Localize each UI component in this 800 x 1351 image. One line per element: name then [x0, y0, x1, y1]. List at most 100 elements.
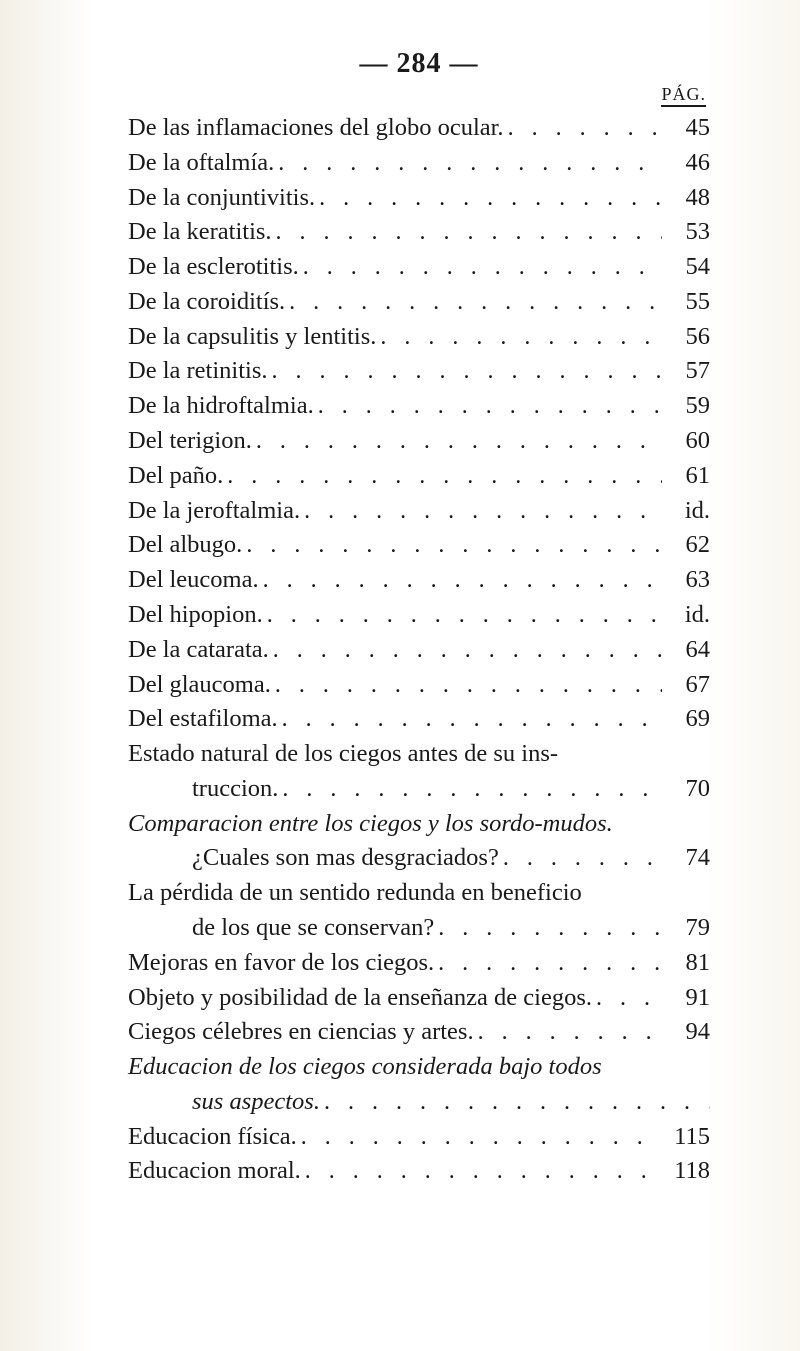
toc-entry-page: 45	[662, 111, 710, 146]
toc-entry-label: Del glaucoma.	[128, 668, 271, 703]
toc-entry-label: Del paño.	[128, 459, 223, 494]
toc-leader-dots: . . . . . . . . . . . . . . . . . . . . …	[434, 911, 662, 945]
toc-entry-label: De la oftalmía.	[128, 146, 274, 181]
toc-entry: sus aspectos.. . . . . . . . . . . . . .…	[128, 1085, 710, 1120]
toc-leader-dots: . . . . . . . . . . . . . . . . . . . . …	[315, 181, 662, 215]
toc-entry: De la jeroftalmia.. . . . . . . . . . . …	[128, 494, 710, 529]
toc-leader-dots: . . . . . . . . . . . . . . . . . . . . …	[278, 702, 662, 736]
toc-entry: De la esclerotitis.. . . . . . . . . . .…	[128, 250, 710, 285]
toc-entry-label: De la retinitis.	[128, 354, 267, 389]
pag-column-header: PÁG.	[661, 84, 706, 107]
toc-entry-label: Objeto y posibilidad de la enseñanza de …	[128, 981, 592, 1016]
toc-entry-label: truccion.	[128, 772, 278, 807]
toc-entry-page: 62	[662, 528, 710, 563]
toc-entry-page: 48	[662, 181, 710, 216]
toc-leader-dots: . . . . . . . . . . . . . . . . . . . . …	[301, 1154, 662, 1188]
toc-leader-dots: . . . . . . . . . . . . . . . . . . . . …	[271, 668, 662, 702]
toc-entry: De la conjuntivitis.. . . . . . . . . . …	[128, 181, 710, 216]
toc-leader-dots: . . . . . . . . . . . . . . . . . . . . …	[272, 215, 662, 249]
toc-entry-label: de los que se conservan?	[128, 911, 434, 946]
toc-entry-page: 55	[662, 285, 710, 320]
toc-entry: De las inflamaciones del globo ocular.. …	[128, 111, 710, 146]
toc-entry: Del paño.. . . . . . . . . . . . . . . .…	[128, 459, 710, 494]
toc-entry-page: 61	[662, 459, 710, 494]
toc-entry-page: 115	[662, 1120, 710, 1155]
toc-leader-dots: . . . . . . . . . . . . . . . . . . . . …	[269, 633, 662, 667]
toc-leader-dots: . . . . . . . . . . . . . . . . . . . . …	[300, 494, 662, 528]
toc-entry-label: Educacion moral.	[128, 1154, 301, 1189]
toc-leader-dots: . . . . . . . . . . . . . . . . . . . . …	[242, 528, 662, 562]
toc-entry: truccion.. . . . . . . . . . . . . . . .…	[128, 772, 710, 807]
toc-entry-label: De la esclerotitis.	[128, 250, 299, 285]
toc-entry-label: sus aspectos.	[128, 1085, 320, 1120]
toc-entry-label: De la hidroftalmia.	[128, 389, 314, 424]
toc-entry: Mejoras en favor de los ciegos.. . . . .…	[128, 946, 710, 981]
toc-leader-dots: . . . . . . . . . . . . . . . . . . . . …	[320, 1085, 710, 1119]
toc-entry: Educacion moral.. . . . . . . . . . . . …	[128, 1154, 710, 1189]
toc-entry: De la catarata.. . . . . . . . . . . . .…	[128, 633, 710, 668]
toc-entry-page: 46	[662, 146, 710, 181]
toc-entry: De la capsulitis y lentitis.. . . . . . …	[128, 320, 710, 355]
toc-entry-page: 94	[662, 1015, 710, 1050]
toc-entry: Del hipopion.. . . . . . . . . . . . . .…	[128, 598, 710, 633]
toc-entry-page: 67	[662, 668, 710, 703]
toc-entry: De la hidroftalmia.. . . . . . . . . . .…	[128, 389, 710, 424]
toc-entries: De las inflamaciones del globo ocular. . …	[128, 111, 710, 1189]
toc-entry-label: De la capsulitis y lentitis.	[128, 320, 376, 355]
toc-entry-page: 56	[662, 320, 710, 355]
toc-entry: Del terigion.. . . . . . . . . . . . . .…	[128, 424, 710, 459]
toc-entry-label: Del albugo.	[128, 528, 242, 563]
toc-entry: La pérdida de un sentido redunda en bene…	[128, 876, 710, 911]
toc-entry-label: Mejoras en favor de los ciegos.	[128, 946, 434, 981]
toc-entry-label: Ciegos célebres en ciencias y artes.	[128, 1015, 474, 1050]
toc-entry: De la oftalmía.. . . . . . . . . . . . .…	[128, 146, 710, 181]
toc-entry-label: De la conjuntivitis.	[128, 181, 315, 216]
toc-entry: Del estafiloma.. . . . . . . . . . . . .…	[128, 702, 710, 737]
toc-leader-dots: . . . . . . . . . . . . . . . . . . . . …	[592, 981, 662, 1015]
toc-leader-dots: . . . . . . . . . . . . . . . . . . . . …	[314, 389, 662, 423]
toc-entry-page: 64	[662, 633, 710, 668]
toc-entry: Del leucoma.. . . . . . . . . . . . . . …	[128, 563, 710, 598]
toc-entry: Objeto y posibilidad de la enseñanza de …	[128, 981, 710, 1016]
toc-entry-page: 70	[662, 772, 710, 807]
toc-entry: De la keratitis.. . . . . . . . . . . . …	[128, 215, 710, 250]
toc-entry: ¿Cuales son mas desgraciados?. . . . . .…	[128, 841, 710, 876]
toc-entry: Educacion física.. . . . . . . . . . . .…	[128, 1120, 710, 1155]
toc-entry-label: Estado natural de los ciegos antes de su…	[128, 737, 558, 772]
toc-entry-label: Del hipopion.	[128, 598, 263, 633]
toc-entry-label: Del leucoma.	[128, 563, 259, 598]
toc-entry-label: De la coroiditís.	[128, 285, 285, 320]
toc-entry: Ciegos célebres en ciencias y artes.. . …	[128, 1015, 710, 1050]
toc-leader-dots: . . . . . . . . . . . . . . . . . . . . …	[263, 598, 662, 632]
toc-leader-dots: . . . . . . . . . . . . . . . . . . . . …	[499, 841, 662, 875]
toc-entry-page: 69	[662, 702, 710, 737]
toc-entry: De la retinitis.. . . . . . . . . . . . …	[128, 354, 710, 389]
toc-entry: De la coroiditís.. . . . . . . . . . . .…	[128, 285, 710, 320]
toc-entry-page: id.	[662, 598, 710, 633]
toc-entry-label: De la jeroftalmia.	[128, 494, 300, 529]
toc-entry: Del glaucoma.. . . . . . . . . . . . . .…	[128, 668, 710, 703]
toc-entry: Del albugo.. . . . . . . . . . . . . . .…	[128, 528, 710, 563]
toc-entry-label: De las inflamaciones del globo ocular.	[128, 111, 504, 146]
toc-leader-dots: . . . . . . . . . . . . . . . . . . . . …	[376, 320, 662, 354]
toc-entry: Comparacion entre los ciegos y los sordo…	[128, 807, 710, 842]
toc-entry-label: Comparacion entre los ciegos y los sordo…	[128, 807, 613, 842]
toc-entry-page: id.	[662, 494, 710, 529]
toc-entry-page: 53	[662, 215, 710, 250]
toc-leader-dots: . . . . . . . . . . . . . . . . . . . . …	[267, 354, 662, 388]
toc-leader-dots: . . . . . . . . . . . . . . . . . . . . …	[474, 1015, 662, 1049]
toc-entry-page: 74	[662, 841, 710, 876]
toc-entry-label: De la catarata.	[128, 633, 269, 668]
toc-entry: Educacion de los ciegos considerada bajo…	[128, 1050, 710, 1085]
toc-leader-dots: . . . . . . . . . . . . . . . . . . . . …	[278, 772, 662, 806]
toc-entry-label: De la keratitis.	[128, 215, 272, 250]
toc-leader-dots: . . . . . . . . . . . . . . . . . . . . …	[223, 459, 662, 493]
toc-leader-dots: . . . . . . . . . . . . . . . . . . . . …	[259, 563, 662, 597]
toc-entry-label: Del terigion.	[128, 424, 252, 459]
toc-entry-page: 91	[662, 981, 710, 1016]
toc-entry-page: 60	[662, 424, 710, 459]
toc-entry-page: 81	[662, 946, 710, 981]
toc-leader-dots: . . . . . . . . . . . . . . . . . . . . …	[297, 1120, 662, 1154]
toc-leader-dots: . . . . . . . . . . . . . . . . . . . . …	[434, 946, 662, 980]
toc-entry: de los que se conservan?. . . . . . . . …	[128, 911, 710, 946]
